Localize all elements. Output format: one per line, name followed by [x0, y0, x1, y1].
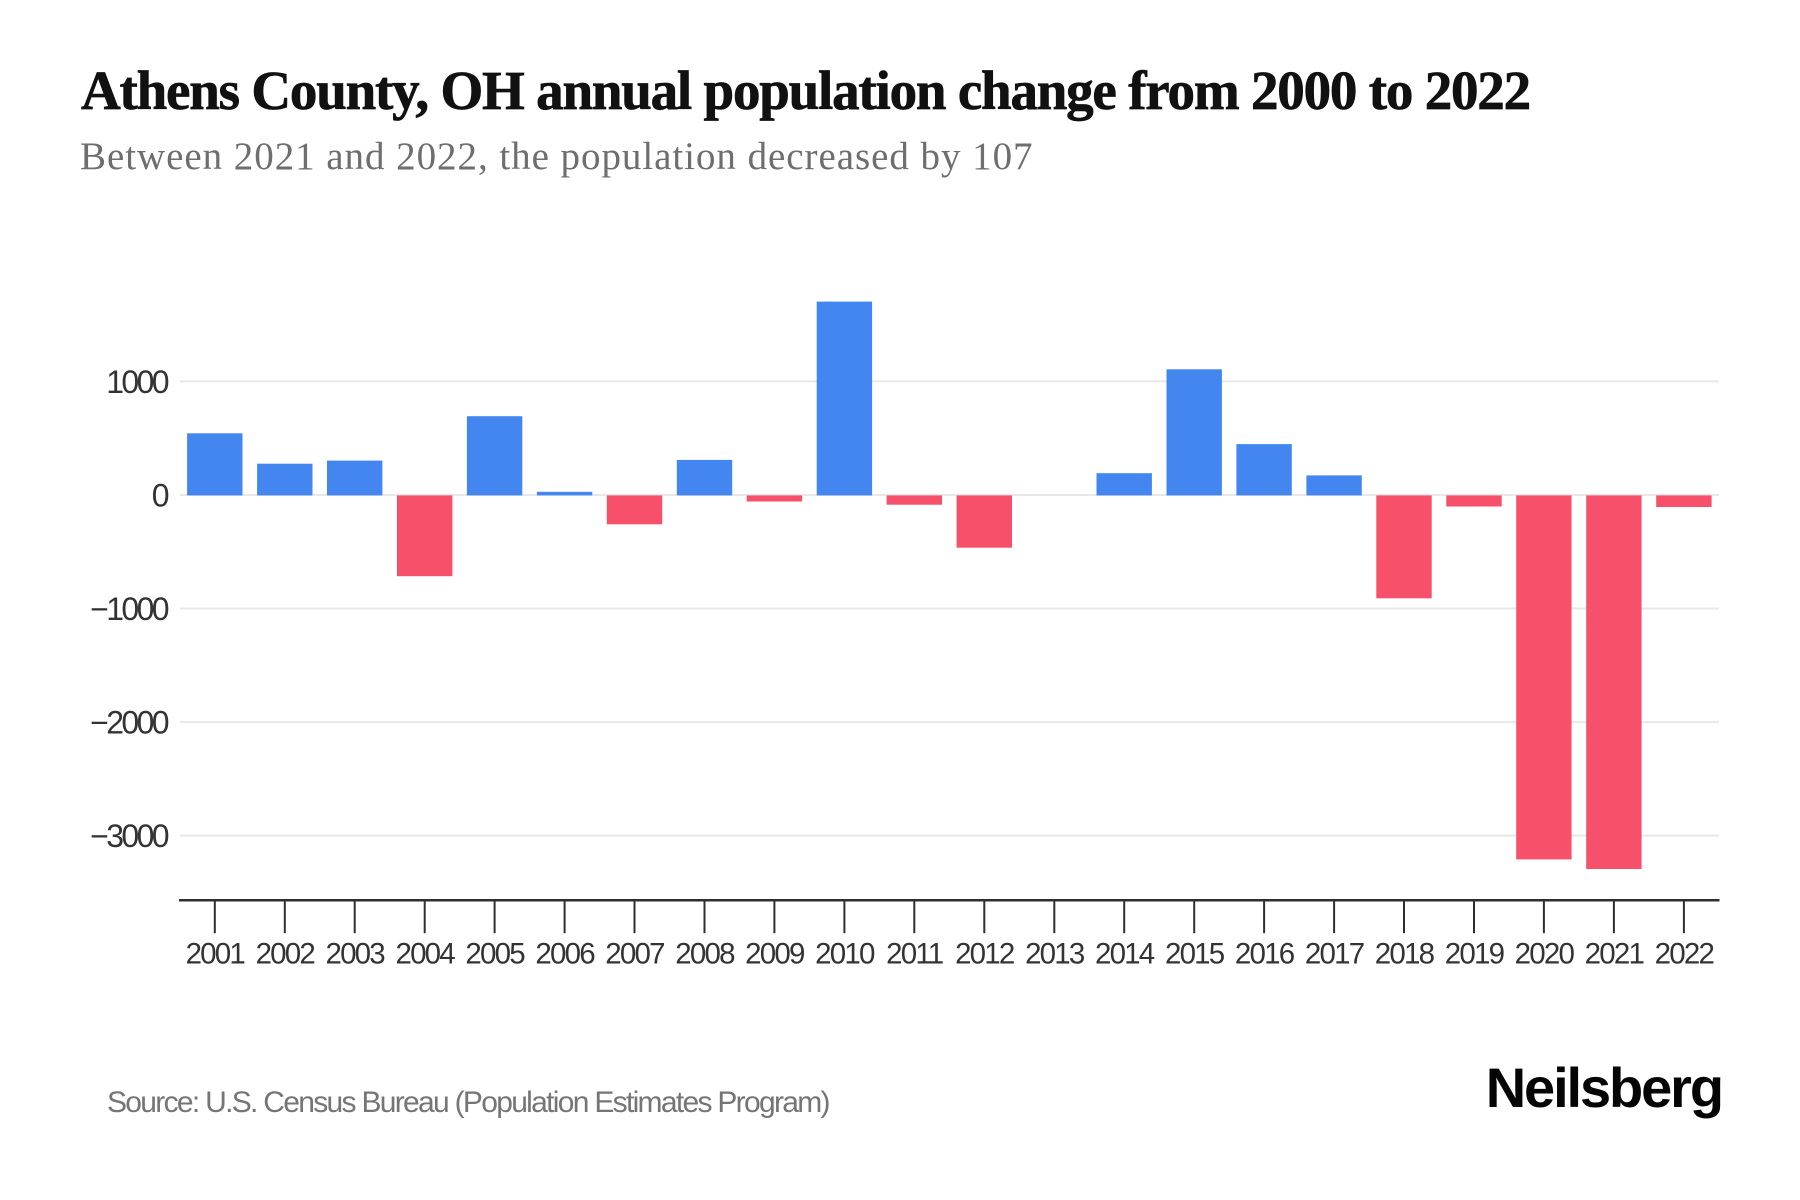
svg-text:−1000: −1000 [90, 591, 169, 627]
svg-text:0: 0 [152, 477, 169, 513]
svg-text:Source: U.S. Census Bureau (Po: Source: U.S. Census Bureau (Population E… [107, 1086, 830, 1119]
svg-text:2001: 2001 [186, 938, 245, 971]
svg-text:2004: 2004 [395, 938, 455, 971]
svg-text:2002: 2002 [256, 938, 315, 971]
svg-text:2014: 2014 [1095, 938, 1155, 971]
svg-text:2015: 2015 [1165, 938, 1225, 971]
svg-text:2003: 2003 [325, 938, 385, 971]
svg-text:Neilsberg: Neilsberg [1486, 1056, 1722, 1119]
svg-text:−3000: −3000 [90, 818, 169, 854]
svg-text:2017: 2017 [1305, 938, 1364, 971]
svg-text:2019: 2019 [1445, 938, 1505, 971]
svg-text:2022: 2022 [1655, 938, 1714, 971]
svg-text:2018: 2018 [1375, 938, 1435, 971]
svg-text:2011: 2011 [886, 938, 943, 971]
svg-text:2013: 2013 [1025, 938, 1085, 971]
svg-text:2006: 2006 [535, 938, 595, 971]
svg-text:2007: 2007 [605, 938, 664, 971]
svg-text:−2000: −2000 [90, 704, 169, 740]
svg-text:2010: 2010 [815, 938, 875, 971]
svg-text:2016: 2016 [1235, 938, 1295, 971]
svg-text:1000: 1000 [106, 364, 169, 400]
svg-text:Between 2021 and 2022, the pop: Between 2021 and 2022, the population de… [80, 135, 1033, 178]
svg-text:2008: 2008 [675, 938, 735, 971]
svg-text:Athens County, OH annual popul: Athens County, OH annual population chan… [81, 60, 1530, 121]
svg-text:2012: 2012 [955, 938, 1014, 971]
svg-text:2020: 2020 [1515, 938, 1575, 971]
svg-text:2009: 2009 [745, 938, 805, 971]
svg-text:2005: 2005 [465, 938, 525, 971]
svg-text:2021: 2021 [1585, 938, 1644, 971]
